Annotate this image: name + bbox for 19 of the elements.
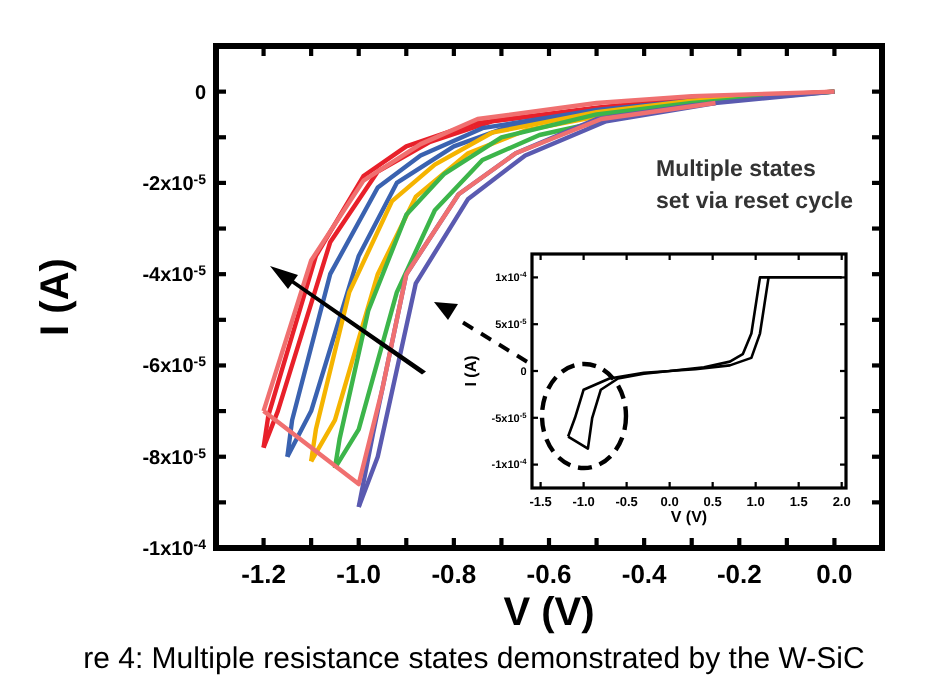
y-tick-label: -6x10$^{-5}$: [142, 355, 207, 379]
y-axis-title: I (A): [462, 354, 480, 387]
x-axis-title: V (V): [670, 508, 708, 527]
x-tick-label: -0.4: [621, 559, 669, 590]
x-tick-label: -0.8: [431, 559, 477, 590]
x-tick-label: -1.2: [241, 559, 286, 590]
y-tick-label: -4x10$^{-5}$: [142, 264, 207, 288]
text: re 4: Multiple resistance states demonstrated by the W-SiC: [83, 642, 866, 676]
annotation: Multiple states set via reset cycle: [656, 158, 853, 214]
x-tick-label: -0.6: [526, 559, 572, 590]
x-axis-title: V (V): [503, 591, 595, 636]
y-tick-label: -2x10$^{-5}$: [142, 172, 207, 196]
x-tick-label: 0.0: [816, 559, 853, 590]
x-tick-label: -0.2: [716, 559, 762, 590]
y-axis-title: I (A): [34, 258, 78, 336]
y-tick-label: -8x10$^{-5}$: [142, 446, 207, 470]
y-tick-label: -1x10$^{-4}$: [142, 538, 207, 561]
y-tick-label: 0: [194, 82, 207, 105]
x-tick-label: -1.0: [336, 559, 382, 590]
